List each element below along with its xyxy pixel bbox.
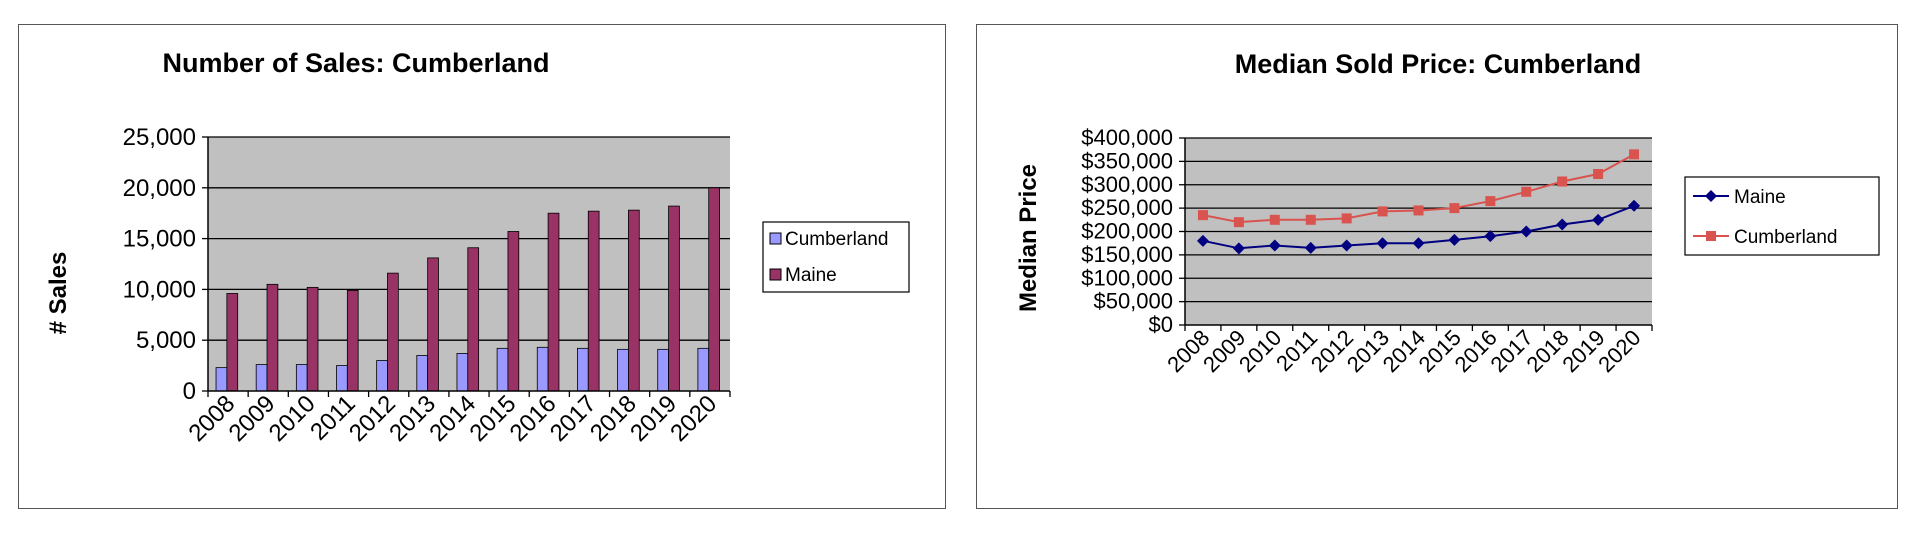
legend-label-cumberland: Cumberland <box>785 229 889 250</box>
y-tick-labels: $0$50,000$100,000$150,000$200,000$250,00… <box>1081 125 1173 337</box>
point-maine-2012 <box>1340 239 1353 252</box>
bar-maine-2008 <box>226 293 239 392</box>
bar-cumberland-2015 <box>496 347 509 392</box>
point-maine-2009 <box>1232 242 1245 255</box>
point-maine-2018 <box>1556 218 1569 231</box>
bar-maine-2015 <box>507 231 520 392</box>
bar-maine-2019 <box>668 205 680 392</box>
point-cumberland-2008 <box>1197 210 1208 221</box>
y-tick-label: $400,000 <box>1081 125 1173 150</box>
legend-swatch-maine <box>769 268 782 281</box>
y-tick-labels: 0 5,000 10,000 15,000 20,000 25,000 <box>123 124 196 405</box>
point-cumberland-2017 <box>1521 186 1532 197</box>
x-tick-labels: 2008200920102011201220132014201520162017… <box>183 390 722 447</box>
x-tick-label: 2020 <box>1593 325 1645 377</box>
legend-label-cumberland: Cumberland <box>1734 227 1838 248</box>
point-cumberland-2010 <box>1269 214 1280 225</box>
legend-marker-maine <box>1705 190 1717 202</box>
legend-swatch-cumberland <box>769 232 782 245</box>
bar-cumberland-2010 <box>295 364 308 392</box>
y-tick-label: 15,000 <box>123 226 196 253</box>
y-tick-label: 5,000 <box>136 327 196 354</box>
point-cumberland-2018 <box>1557 176 1568 187</box>
point-maine-2013 <box>1376 237 1389 250</box>
point-maine-2019 <box>1592 213 1605 226</box>
point-maine-2020 <box>1628 199 1641 212</box>
series-lines <box>1196 149 1641 255</box>
point-maine-2008 <box>1196 234 1209 247</box>
point-maine-2010 <box>1268 239 1281 252</box>
price-chart-panel: Median Sold Price: Cumberland Median Pri… <box>976 24 1898 509</box>
y-tick-label: $50,000 <box>1093 289 1173 314</box>
x-tick-labels: 2008200920102011201220132014201520162017… <box>1162 325 1645 377</box>
bar-maine-2009 <box>266 283 279 392</box>
sales-chart-panel: Number of Sales: Cumberland # Sales 0 5,0… <box>18 24 946 509</box>
bar-cumberland-2009 <box>255 364 268 392</box>
point-cumberland-2015 <box>1449 203 1460 214</box>
point-cumberland-2016 <box>1485 196 1496 207</box>
bar-cumberland-2020 <box>697 347 710 392</box>
point-maine-2015 <box>1448 233 1461 246</box>
y-axis-label: # Sales <box>45 252 72 335</box>
chart-title: Median Sold Price: Cumberland <box>1235 49 1642 79</box>
legend-label-maine: Maine <box>785 265 837 286</box>
bars <box>215 187 720 392</box>
bar-maine-2012 <box>387 272 399 392</box>
bar-cumberland-2016 <box>536 346 549 392</box>
bar-maine-2011 <box>346 290 359 392</box>
bar-cumberland-2014 <box>456 353 469 392</box>
y-tick-label: 10,000 <box>123 276 196 303</box>
bar-maine-2010 <box>306 286 319 392</box>
y-tick-label: $150,000 <box>1081 242 1173 267</box>
legend-box <box>762 221 910 293</box>
bar-maine-2013 <box>427 257 439 392</box>
y-tick-label: $350,000 <box>1081 148 1173 173</box>
point-cumberland-2009 <box>1233 217 1244 228</box>
bar-maine-2018 <box>628 209 640 392</box>
y-tick-label: $250,000 <box>1081 195 1173 220</box>
legend-box <box>1684 176 1880 256</box>
point-maine-2017 <box>1520 225 1533 238</box>
y-tick-label: $300,000 <box>1081 172 1173 197</box>
point-maine-2016 <box>1484 230 1497 243</box>
y-tick-label: 25,000 <box>123 124 196 151</box>
point-maine-2014 <box>1412 237 1425 250</box>
bar-cumberland-2013 <box>416 355 429 392</box>
point-maine-2011 <box>1304 241 1317 254</box>
bar-cumberland-2011 <box>336 365 348 392</box>
bar-maine-2016 <box>547 212 560 392</box>
x-tick-label: 2020 <box>665 390 722 447</box>
point-cumberland-2012 <box>1341 213 1352 224</box>
bar-cumberland-2019 <box>657 348 669 392</box>
legend-marker-cumberland <box>1706 231 1716 241</box>
bar-maine-2020 <box>708 187 720 392</box>
axes <box>207 137 731 397</box>
sales-chart: Number of Sales: Cumberland # Sales 0 5,0… <box>45 48 910 447</box>
point-cumberland-2013 <box>1377 206 1388 217</box>
bar-maine-2014 <box>467 247 480 392</box>
gridlines <box>1179 137 1652 326</box>
bar-cumberland-2012 <box>376 360 388 392</box>
y-tick-label: 0 <box>183 378 196 405</box>
bar-cumberland-2018 <box>617 348 629 392</box>
legend: Maine Cumberland <box>1684 176 1880 256</box>
point-cumberland-2020 <box>1629 149 1640 160</box>
y-axis-label: Median Price <box>1015 164 1042 312</box>
chart-title: Number of Sales: Cumberland <box>162 48 549 78</box>
bar-cumberland-2008 <box>215 367 228 392</box>
legend-label-maine: Maine <box>1734 187 1786 208</box>
axes <box>1184 138 1653 331</box>
bar-maine-2017 <box>587 210 600 392</box>
point-cumberland-2019 <box>1593 168 1604 179</box>
y-tick-label: $200,000 <box>1081 219 1173 244</box>
y-tick-label: 20,000 <box>123 175 196 202</box>
bar-cumberland-2017 <box>577 347 589 392</box>
y-tick-label: $0 <box>1149 312 1173 337</box>
legend: Cumberland Maine <box>762 221 910 293</box>
price-chart: Median Sold Price: Cumberland Median Pri… <box>1015 49 1880 377</box>
point-cumberland-2014 <box>1413 205 1424 216</box>
y-tick-label: $100,000 <box>1081 265 1173 290</box>
point-cumberland-2011 <box>1305 214 1316 225</box>
